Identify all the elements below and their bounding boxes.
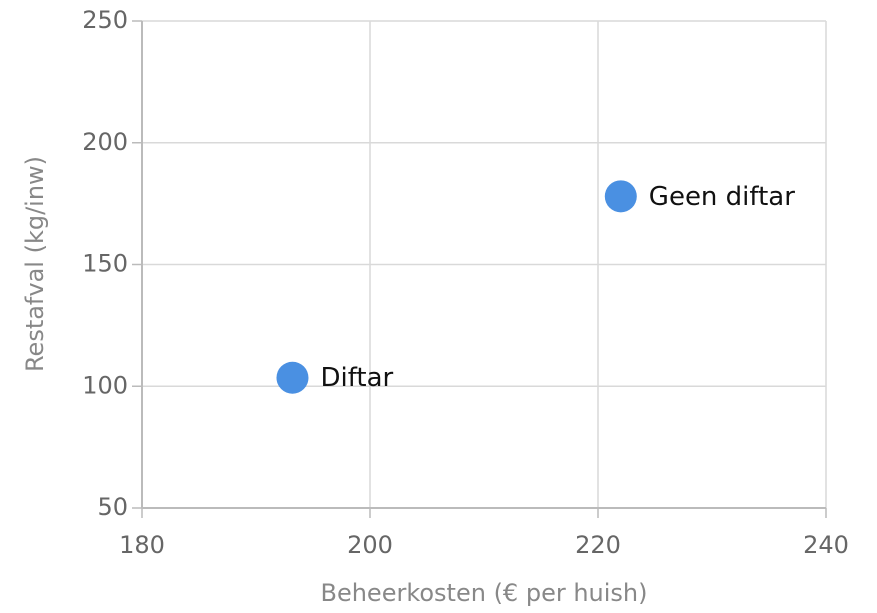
point-label: Diftar	[320, 363, 393, 393]
point	[276, 361, 309, 394]
x-tick-label: 220	[575, 531, 621, 559]
y-tick-label: 50	[97, 493, 128, 521]
point-label: Geen diftar	[649, 182, 795, 212]
x-axis-title: Beheerkosten (€ per huish)	[320, 579, 647, 607]
point	[604, 180, 637, 213]
x-tick-label: 180	[119, 531, 165, 559]
y-tick-label: 150	[82, 250, 128, 278]
y-tick-label: 250	[82, 6, 128, 34]
x-tick-label: 240	[803, 531, 849, 559]
x-tick-label: 200	[347, 531, 393, 559]
y-tick-label: 200	[82, 128, 128, 156]
y-axis-title: Restafval (kg/inw)	[21, 156, 49, 372]
y-tick-label: 100	[82, 371, 128, 399]
